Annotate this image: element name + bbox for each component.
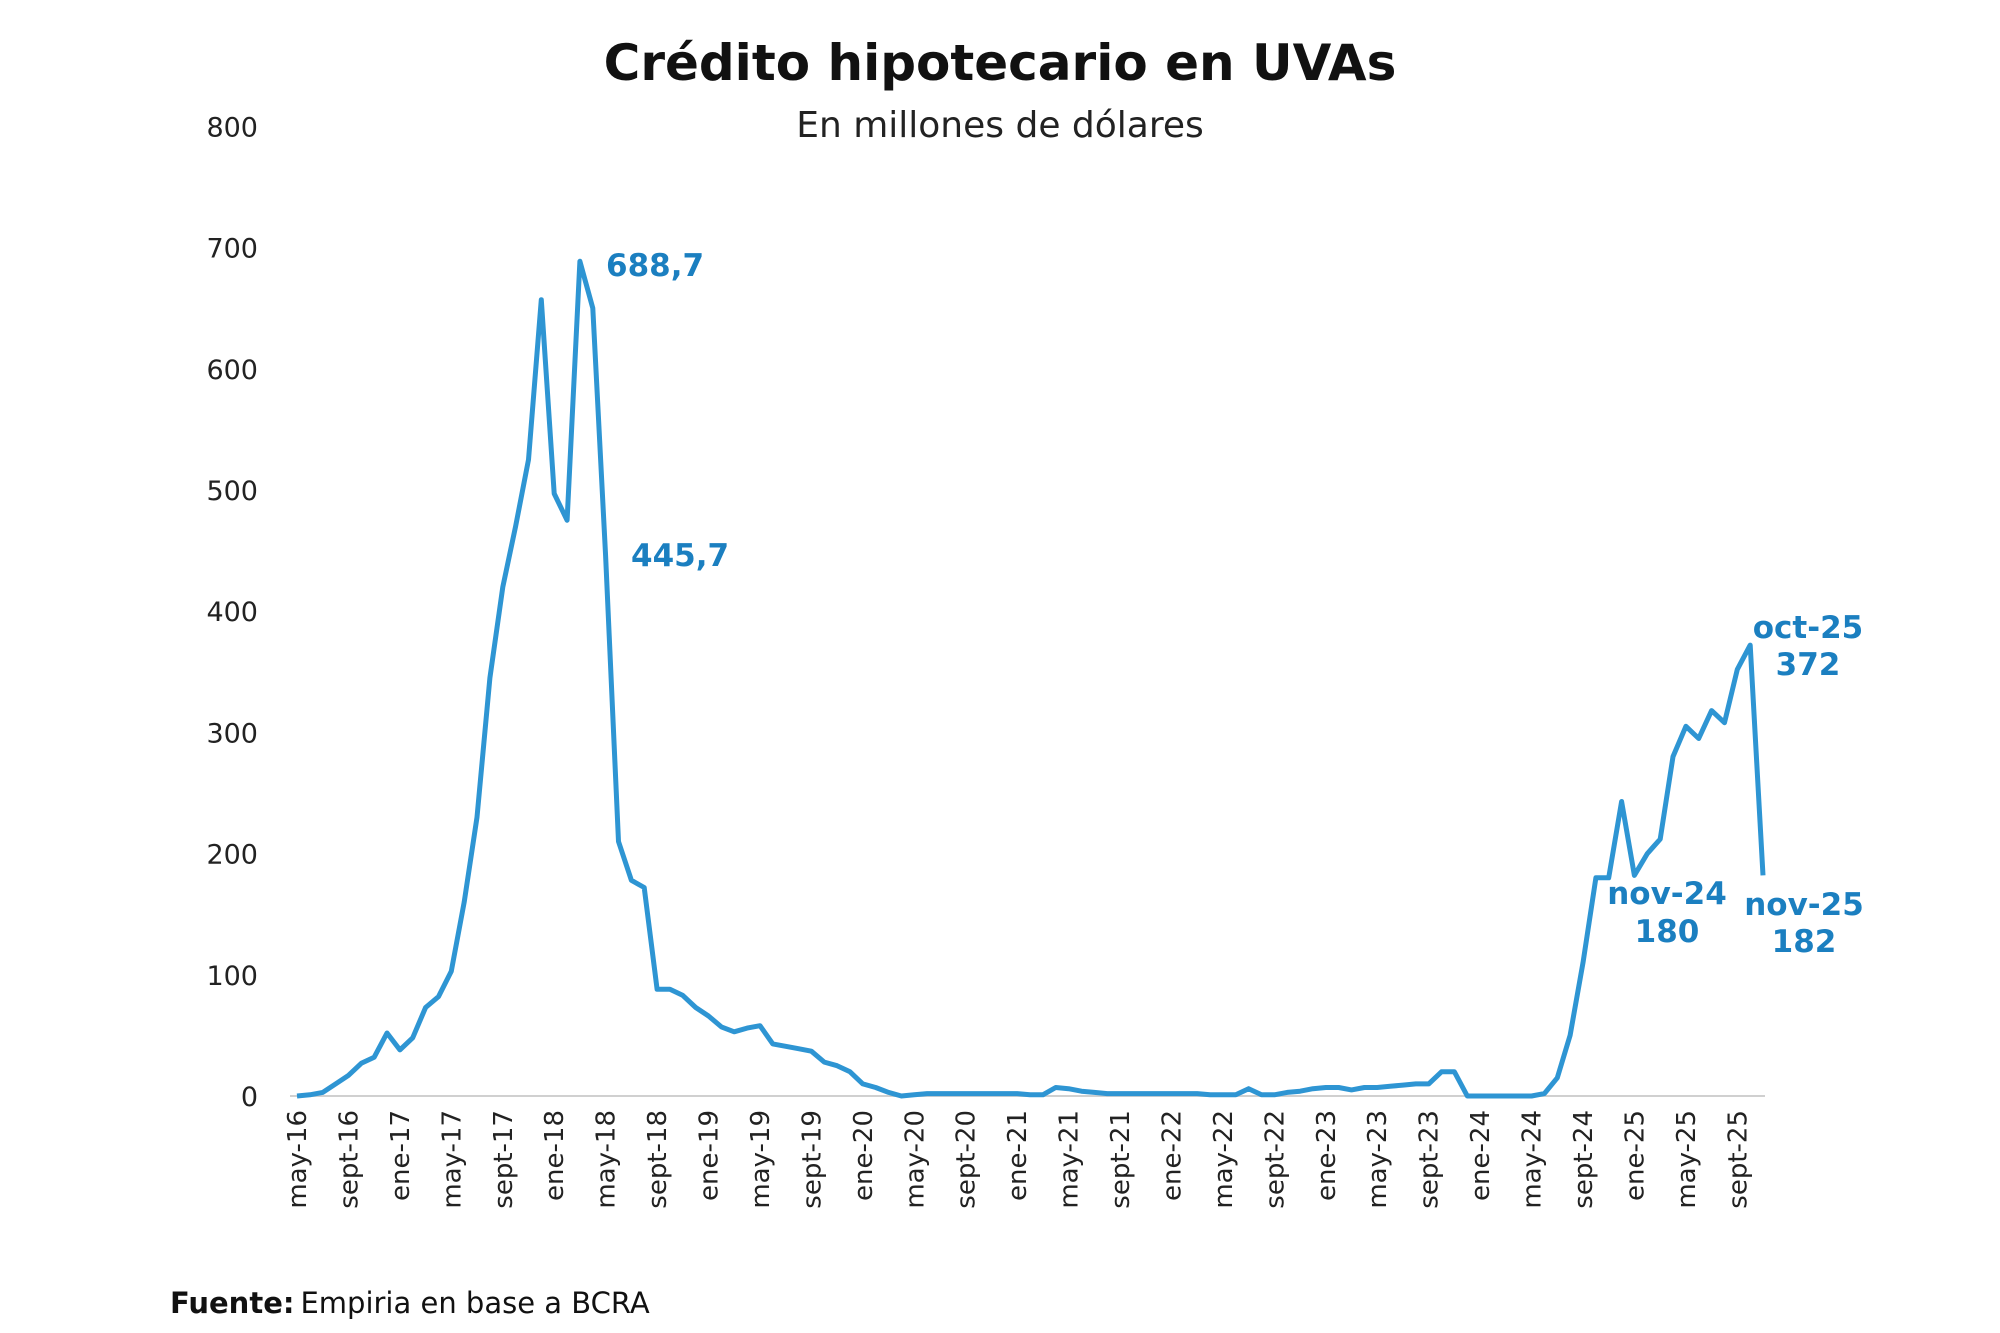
y-tick-label: 200 [206,840,258,871]
x-tick-label: ene-17 [386,1110,416,1201]
x-tick-label: may-19 [746,1110,776,1209]
x-tick-label: may-20 [900,1110,930,1209]
source-note: Fuente: Empiria en base a BCRA [170,1286,650,1320]
x-tick-label: sept-20 [952,1110,982,1209]
x-tick-label: may-23 [1363,1110,1393,1209]
x-tick-label: sept-17 [489,1110,519,1209]
x-tick-label: sept-21 [1106,1110,1136,1209]
x-tick-label: may-21 [1055,1110,1085,1209]
annotation-nov25: nov-25 182 [1744,887,1864,960]
x-tick-label: sept-23 [1415,1110,1445,1209]
annotation-nov24: nov-24 180 [1607,876,1727,950]
x-tick-label: ene-19 [695,1110,725,1201]
y-tick-label: 600 [206,355,258,386]
x-tick-label: may-22 [1209,1110,1239,1209]
y-tick-label: 400 [206,597,258,628]
x-tick-label: sept-18 [643,1110,673,1209]
annotation-oct25: oct-25 372 [1753,610,1864,683]
x-tick-label: ene-18 [540,1110,570,1201]
x-tick-label: ene-23 [1312,1110,1342,1201]
x-tick-label: sept-25 [1723,1110,1753,1209]
x-tick-label: ene-22 [1157,1110,1187,1201]
x-tick-label: ene-20 [849,1110,879,1201]
y-tick-label: 0 [241,1082,258,1113]
x-tick-label: sept-16 [334,1110,364,1209]
annotation-may18: 445,7 [631,538,729,574]
x-tick-label: ene-25 [1620,1110,1650,1201]
x-tick-label: sept-19 [797,1110,827,1209]
series-line [296,258,1766,1099]
x-tick-label: sept-24 [1569,1110,1599,1209]
chart-title: Crédito hipotecario en UVAs [604,34,1397,92]
x-tick-label: ene-21 [1003,1110,1033,1201]
y-tick-label: 800 [206,112,258,143]
x-tick-label: may-25 [1672,1110,1702,1209]
x-tick-label: sept-22 [1260,1110,1290,1209]
annotation-peak: 688,7 [606,248,704,284]
chart-subtitle: En millones de dólares [796,105,1204,146]
x-tick-label: may-18 [592,1110,622,1209]
y-tick-label: 700 [206,234,258,265]
x-tick-label: ene-24 [1466,1110,1496,1201]
y-tick-label: 300 [206,718,258,749]
x-tick-label: may-17 [437,1110,467,1209]
x-tick-label: may-24 [1518,1110,1548,1209]
y-tick-label: 100 [206,961,258,992]
y-tick-label: 500 [206,476,258,507]
x-tick-label: may-16 [283,1110,313,1209]
